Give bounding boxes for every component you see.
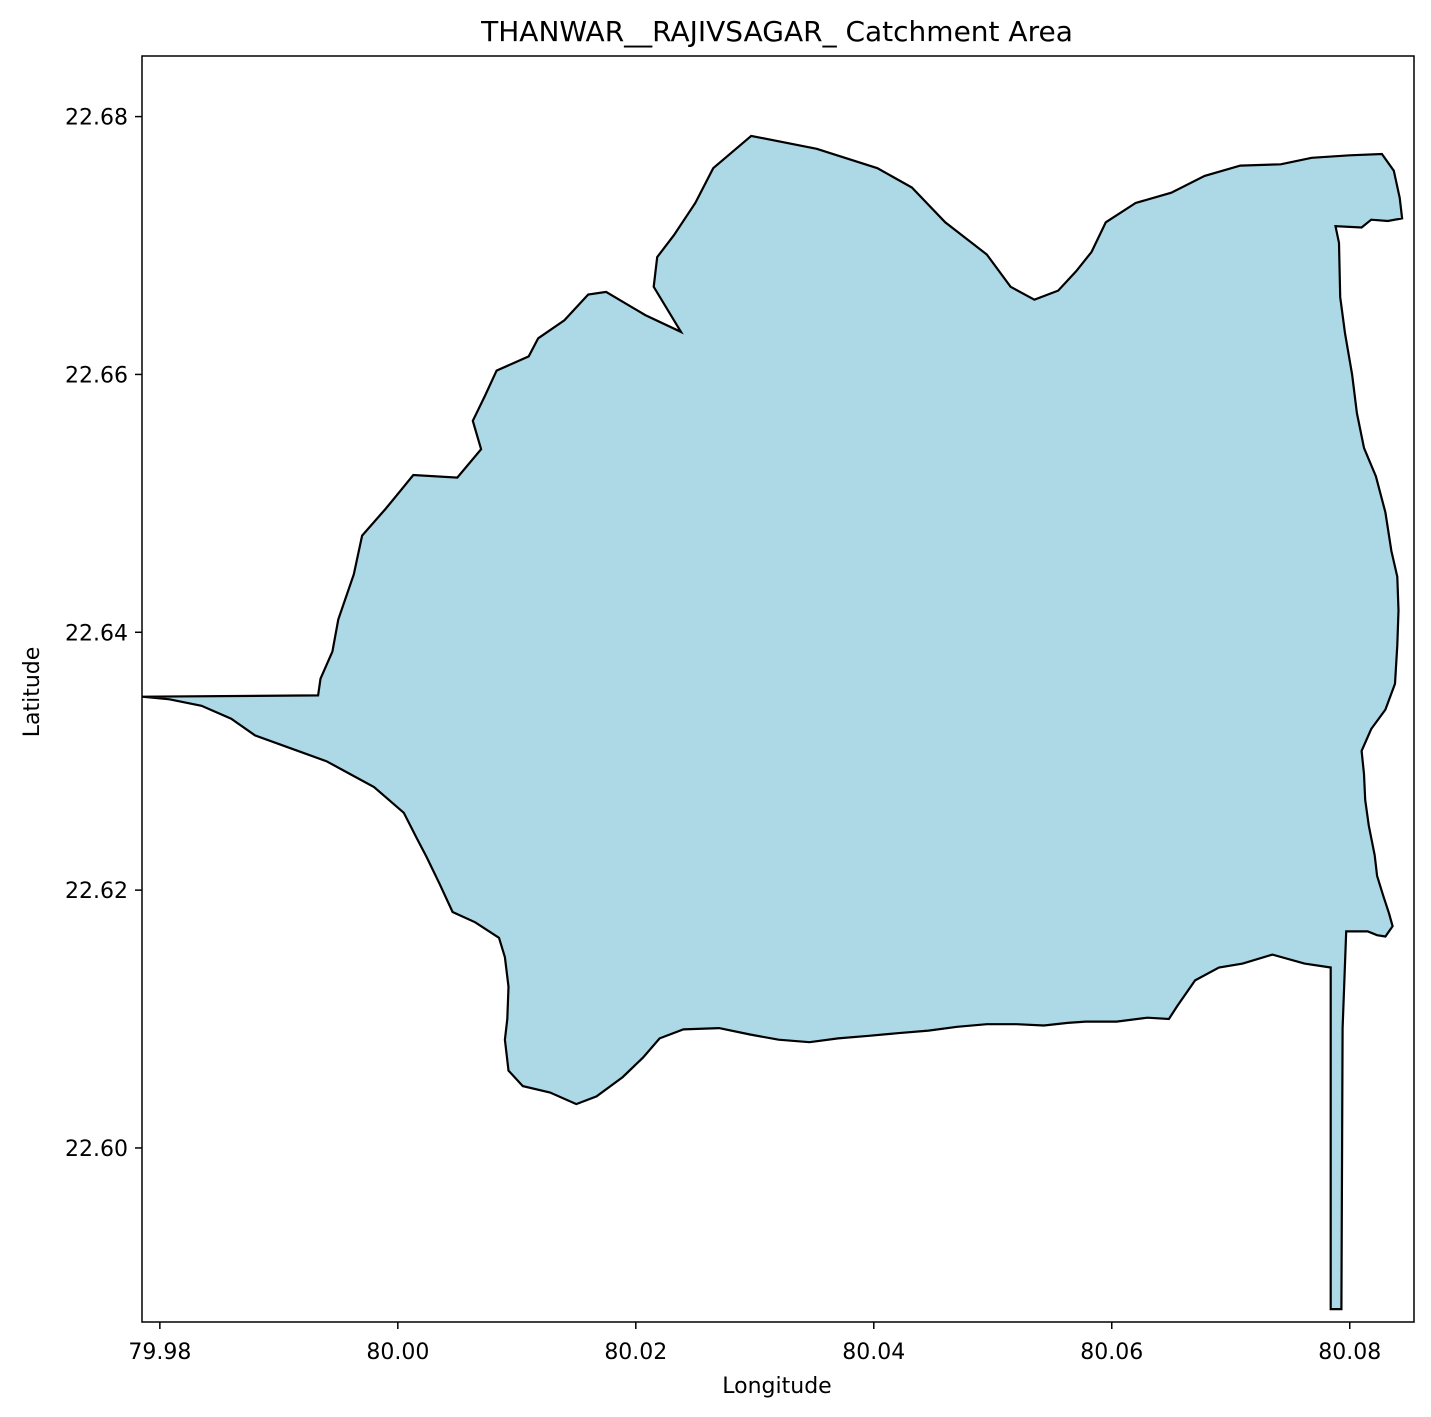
chart-title: THANWAR__RAJIVSAGAR_ Catchment Area [480, 15, 1073, 48]
x-tick-label: 79.98 [128, 1340, 191, 1365]
x-axis-label: Longitude [722, 1374, 831, 1399]
y-tick-label: 22.64 [65, 621, 128, 646]
y-axis-label: Latitude [20, 647, 45, 738]
x-tick-label: 80.00 [366, 1340, 429, 1365]
x-tick-label: 80.06 [1080, 1340, 1143, 1365]
x-tick-label: 80.04 [842, 1340, 905, 1365]
y-tick-label: 22.66 [65, 363, 128, 388]
y-axis: 22.60 22.62 22.64 22.66 22.68 [65, 106, 142, 1162]
x-tick-label: 80.02 [604, 1340, 667, 1365]
y-tick-label: 22.68 [65, 106, 128, 131]
x-axis: 79.98 80.00 80.02 80.04 80.06 80.08 [128, 1322, 1381, 1365]
x-tick-label: 80.08 [1318, 1340, 1381, 1365]
plot-frame [141, 55, 1415, 1323]
map-layer [141, 134, 1404, 1311]
y-tick-label: 22.60 [65, 1137, 128, 1162]
y-tick-label: 22.62 [65, 879, 128, 904]
catchment-polygon [141, 134, 1404, 1311]
